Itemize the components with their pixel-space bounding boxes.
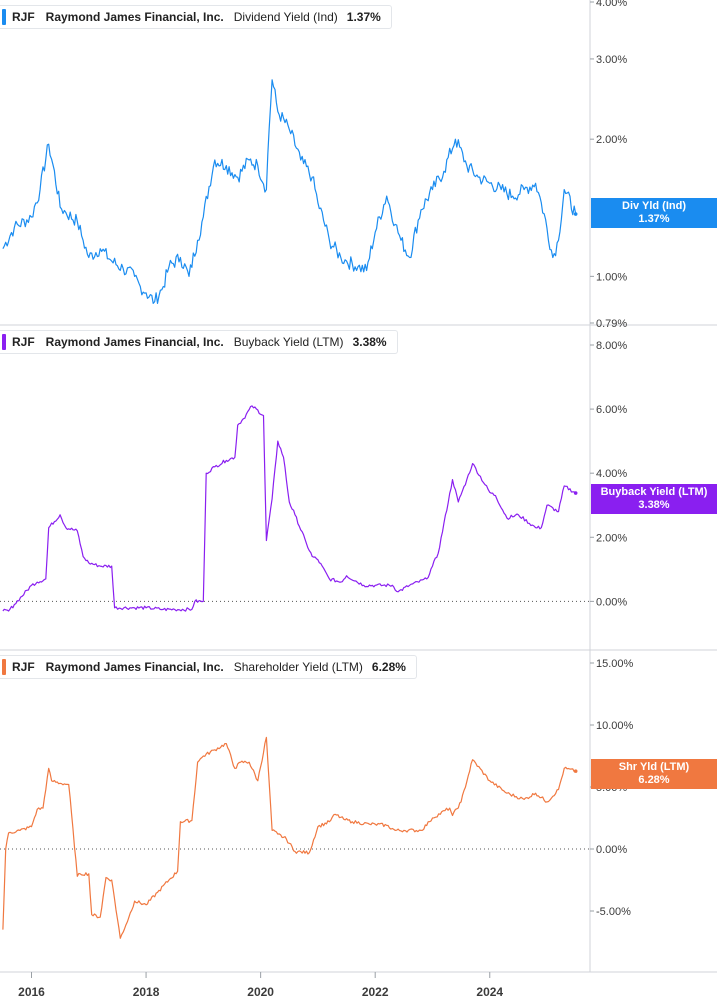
y-tick-label: 2.00% xyxy=(596,134,627,146)
x-tick-label: 2024 xyxy=(476,985,503,999)
company-name: Raymond James Financial, Inc. xyxy=(45,660,224,674)
y-tick-label: 4.00% xyxy=(596,0,627,9)
legend-dividend-yield[interactable]: RJF Raymond James Financial, Inc. Divide… xyxy=(0,5,392,29)
y-tick-label: 4.00% xyxy=(596,468,627,480)
x-tick-label: 2016 xyxy=(18,985,45,999)
y-tick-label: 3.00% xyxy=(596,54,627,66)
last-value-tag-shareholder: Shr Yld (LTM) 6.28% xyxy=(591,759,717,789)
x-tick-label: 2020 xyxy=(247,985,274,999)
series-line xyxy=(2,736,576,939)
ticker-label: RJF xyxy=(12,10,35,24)
tag-value: 3.38% xyxy=(638,499,670,511)
metric-value: 6.28% xyxy=(371,660,406,674)
ticker-label: RJF xyxy=(12,660,35,674)
tag-metric: Shr Yld (LTM) xyxy=(618,761,690,773)
y-tick-label: 2.00% xyxy=(596,532,627,544)
tag-metric: Buyback Yield (LTM) xyxy=(600,486,708,498)
metric-value: 3.38% xyxy=(352,335,387,349)
x-tick-label: 2018 xyxy=(133,985,160,999)
series-color-swatch xyxy=(2,659,6,675)
ticker-label: RJF xyxy=(12,335,35,349)
tag-metric: Div Yld (Ind) xyxy=(622,200,686,212)
series-color-swatch xyxy=(2,334,6,350)
legend-shareholder-yield[interactable]: RJF Raymond James Financial, Inc. Shareh… xyxy=(0,655,417,679)
y-tick-label: -5.00% xyxy=(596,906,631,918)
tag-value: 6.28% xyxy=(638,774,670,786)
tag-value: 1.37% xyxy=(638,213,670,225)
last-value-tag-dividend: Div Yld (Ind) 1.37% xyxy=(591,198,717,228)
series-line xyxy=(2,405,577,612)
y-tick-label: 0.79% xyxy=(596,318,627,330)
company-name: Raymond James Financial, Inc. xyxy=(45,335,224,349)
legend-buyback-yield[interactable]: RJF Raymond James Financial, Inc. Buybac… xyxy=(0,330,398,354)
last-value-point xyxy=(573,769,578,773)
y-tick-label: 0.00% xyxy=(596,596,627,608)
metric-name: Buyback Yield (LTM) xyxy=(233,335,344,349)
series-line xyxy=(2,79,577,304)
y-tick-label: 6.00% xyxy=(596,404,627,416)
x-tick-label: 2022 xyxy=(362,985,389,999)
y-tick-label: 0.00% xyxy=(596,844,627,856)
metric-name: Dividend Yield (Ind) xyxy=(233,10,338,24)
y-tick-label: 15.00% xyxy=(596,658,634,670)
last-value-point xyxy=(573,212,578,216)
y-tick-label: 8.00% xyxy=(596,340,627,352)
metric-name: Shareholder Yield (LTM) xyxy=(233,660,363,674)
metric-value: 1.37% xyxy=(346,10,381,24)
y-tick-label: 10.00% xyxy=(596,720,634,732)
last-value-point xyxy=(573,491,578,495)
y-tick-label: 1.00% xyxy=(596,271,627,283)
last-value-tag-buyback: Buyback Yield (LTM) 3.38% xyxy=(591,484,717,514)
series-color-swatch xyxy=(2,9,6,25)
company-name: Raymond James Financial, Inc. xyxy=(45,10,224,24)
